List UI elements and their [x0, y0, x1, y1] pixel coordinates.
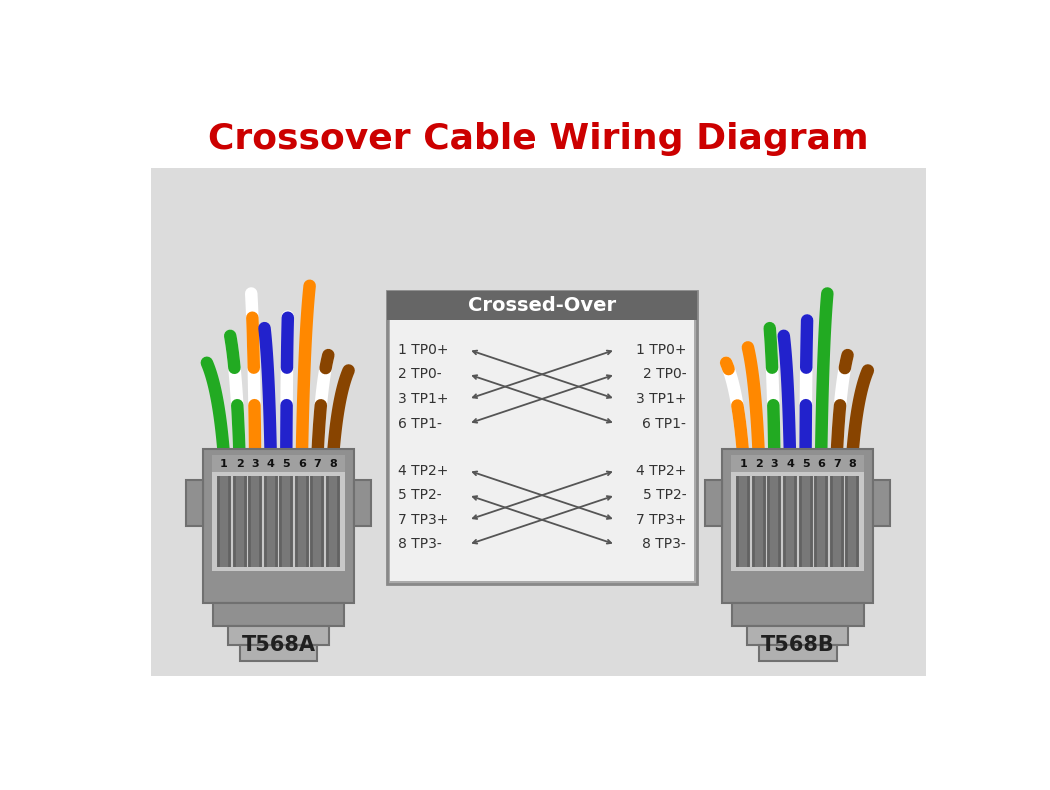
FancyBboxPatch shape: [759, 645, 837, 660]
FancyBboxPatch shape: [212, 603, 344, 626]
Text: 4: 4: [786, 459, 794, 468]
Text: 6 TP1-: 6 TP1-: [398, 416, 442, 431]
Text: 3 TP1+: 3 TP1+: [635, 392, 686, 406]
FancyBboxPatch shape: [748, 626, 848, 645]
Text: 6: 6: [298, 459, 306, 468]
Text: 5 TP2-: 5 TP2-: [643, 488, 686, 502]
Text: 6 TP1-: 6 TP1-: [643, 416, 686, 431]
Text: 8 TP3-: 8 TP3-: [398, 537, 442, 551]
Text: 1 TP0+: 1 TP0+: [398, 343, 448, 356]
FancyBboxPatch shape: [186, 480, 203, 526]
Text: 8: 8: [848, 459, 856, 468]
Text: 3: 3: [251, 459, 259, 468]
Text: 8: 8: [330, 459, 337, 468]
FancyBboxPatch shape: [722, 449, 874, 603]
FancyBboxPatch shape: [387, 292, 697, 584]
FancyBboxPatch shape: [150, 168, 926, 676]
Text: 3 TP1+: 3 TP1+: [398, 392, 448, 406]
Text: 2: 2: [235, 459, 244, 468]
Text: 7 TP3+: 7 TP3+: [398, 513, 448, 527]
FancyBboxPatch shape: [239, 645, 317, 660]
FancyBboxPatch shape: [212, 455, 344, 472]
Text: 1 TP0+: 1 TP0+: [635, 343, 686, 356]
Text: Crossover Cable Wiring Diagram: Crossover Cable Wiring Diagram: [208, 122, 868, 156]
Text: 3: 3: [771, 459, 778, 468]
Text: 5 TP2-: 5 TP2-: [398, 488, 441, 502]
FancyBboxPatch shape: [391, 321, 694, 581]
Text: 2 TP0-: 2 TP0-: [643, 367, 686, 382]
Text: 2: 2: [755, 459, 762, 468]
Text: 7: 7: [833, 459, 841, 468]
FancyBboxPatch shape: [874, 480, 890, 526]
FancyBboxPatch shape: [706, 480, 722, 526]
Text: 5: 5: [282, 459, 290, 468]
FancyBboxPatch shape: [212, 455, 344, 570]
Text: 4: 4: [267, 459, 275, 468]
Text: Crossed-Over: Crossed-Over: [468, 296, 616, 315]
FancyBboxPatch shape: [732, 603, 863, 626]
FancyBboxPatch shape: [387, 292, 697, 321]
FancyBboxPatch shape: [354, 480, 371, 526]
Text: 2 TP0-: 2 TP0-: [398, 367, 441, 382]
FancyBboxPatch shape: [732, 455, 864, 472]
Text: 6: 6: [817, 459, 825, 468]
FancyBboxPatch shape: [228, 626, 329, 645]
Text: 1: 1: [739, 459, 747, 468]
Text: 7: 7: [314, 459, 321, 468]
Text: 7 TP3+: 7 TP3+: [635, 513, 686, 527]
Text: 8 TP3-: 8 TP3-: [643, 537, 686, 551]
Text: T568A: T568A: [242, 635, 315, 656]
FancyBboxPatch shape: [732, 455, 864, 570]
Text: 1: 1: [220, 459, 228, 468]
Text: T568B: T568B: [761, 635, 835, 656]
FancyBboxPatch shape: [203, 449, 354, 603]
Text: 4 TP2+: 4 TP2+: [635, 464, 686, 478]
Text: 4 TP2+: 4 TP2+: [398, 464, 448, 478]
Text: 5: 5: [802, 459, 810, 468]
